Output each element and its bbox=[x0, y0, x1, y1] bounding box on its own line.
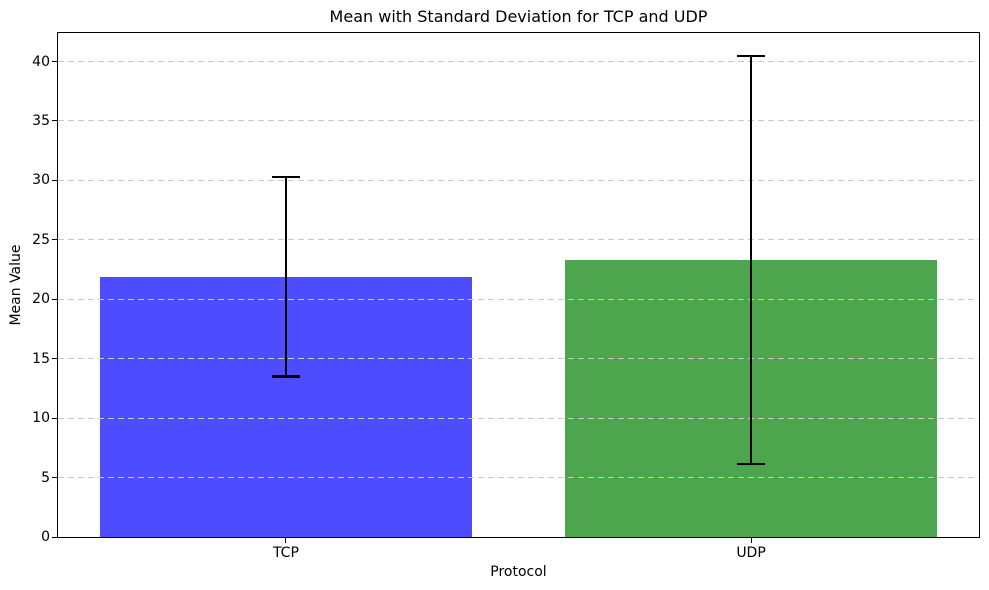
y-axis-label: Mean Value bbox=[8, 244, 24, 326]
x-axis-label: Protocol bbox=[490, 564, 547, 580]
gridline-y-30 bbox=[58, 179, 979, 181]
errorbar-tcp bbox=[284, 176, 287, 377]
errorbar-cap-top-tcp bbox=[271, 175, 300, 179]
ytick-label-25: 25 bbox=[32, 231, 50, 248]
ytick-mark-0 bbox=[52, 536, 57, 538]
errorbar-udp bbox=[750, 55, 753, 465]
ytick-mark-25 bbox=[52, 239, 57, 241]
ytick-mark-30 bbox=[52, 179, 57, 181]
ytick-mark-5 bbox=[52, 477, 57, 479]
gridline-y-25 bbox=[58, 239, 979, 241]
ytick-label-5: 5 bbox=[41, 469, 50, 486]
gridline-y-15 bbox=[58, 358, 979, 360]
gridline-y-5 bbox=[58, 477, 979, 479]
chart-title: Mean with Standard Deviation for TCP and… bbox=[329, 7, 708, 26]
ytick-mark-35 bbox=[52, 120, 57, 122]
ytick-label-35: 35 bbox=[32, 112, 50, 129]
ytick-label-30: 30 bbox=[32, 172, 50, 189]
ytick-label-0: 0 bbox=[41, 529, 50, 545]
xtick-label-udp: UDP bbox=[736, 545, 766, 561]
xtick-mark-tcp bbox=[285, 538, 287, 543]
gridline-y-20 bbox=[58, 298, 979, 300]
gridline-y-35 bbox=[58, 120, 979, 122]
ytick-label-20: 20 bbox=[32, 291, 50, 308]
ytick-label-10: 10 bbox=[32, 410, 50, 427]
ytick-label-15: 15 bbox=[32, 350, 50, 367]
gridline-y-40 bbox=[58, 61, 979, 63]
ytick-mark-15 bbox=[52, 358, 57, 360]
xtick-mark-udp bbox=[750, 538, 752, 543]
errorbar-cap-top-udp bbox=[737, 54, 766, 58]
ytick-mark-20 bbox=[52, 298, 57, 300]
ytick-label-40: 40 bbox=[32, 53, 50, 70]
xtick-label-tcp: TCP bbox=[272, 545, 299, 561]
errorbar-cap-bottom-tcp bbox=[271, 375, 300, 378]
ytick-mark-40 bbox=[52, 61, 57, 63]
gridline-y-10 bbox=[58, 417, 979, 419]
ytick-mark-10 bbox=[52, 417, 57, 419]
errorbar-cap-bottom-udp bbox=[737, 462, 766, 466]
plot-area bbox=[57, 32, 980, 538]
